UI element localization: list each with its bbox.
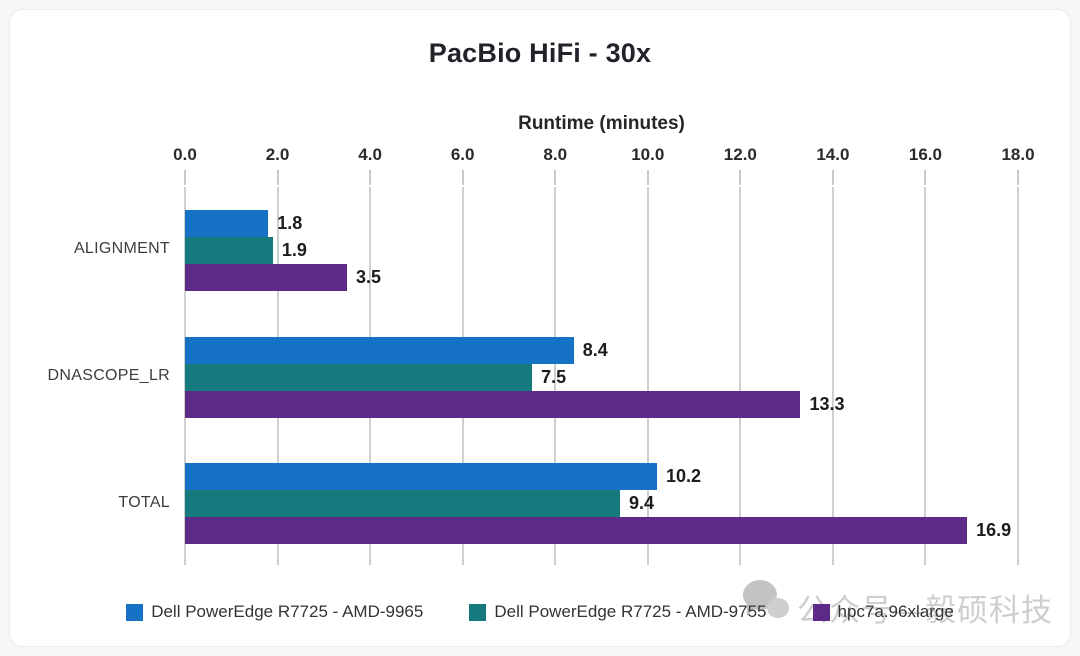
legend-item-2: Dell PowerEdge R7725 - AMD-9755: [469, 602, 767, 622]
bar-value-label: 1.8: [277, 212, 303, 233]
gridline: [831, 187, 834, 565]
x-tick-label: 2.0: [265, 145, 290, 164]
x-tick-mark: [1017, 170, 1019, 185]
chart-card: PacBio HiFi - 30x Runtime (minutes) 0.0 2…: [9, 9, 1071, 647]
x-tick-mark: [831, 170, 834, 185]
x-tick-mark: [554, 170, 557, 185]
x-tick-mark: [739, 170, 742, 185]
category-label: DNASCOPE_LR: [47, 367, 170, 384]
category-label: TOTAL: [118, 493, 170, 511]
bar-value-label: 16.9: [976, 520, 1012, 541]
x-tick-label: 12.0: [723, 145, 757, 164]
legend-label: Dell PowerEdge R7725 - AMD-9965: [151, 602, 424, 621]
bar-alignment-series2: [185, 236, 273, 264]
watermark-text: 公众号—毅硕科技: [797, 593, 1053, 628]
x-tick-mark: [924, 170, 927, 185]
bar-dnascope_lr-series1: [185, 336, 574, 364]
x-tick-mark: [461, 170, 464, 185]
x-tick-mark: [646, 170, 649, 185]
gridline: [646, 187, 649, 565]
x-axis: 0.0 2.0 4.0 6.0 8.0 10.0 12.0 14.0 16.0 18.0: [10, 10, 1070, 646]
x-tick-label: 14.0: [816, 145, 850, 164]
chat-bubble-small: [767, 598, 789, 618]
bar-value-label: 1.9: [281, 239, 307, 260]
bar-dnascope_lr-series3: [185, 390, 801, 418]
x-tick-mark: [369, 170, 372, 185]
bar-alignment-series1: [185, 209, 269, 237]
legend-label: Dell PowerEdge R7725 - AMD-9755: [494, 602, 767, 621]
x-tick-label: 16.0: [908, 145, 942, 164]
watermark: 公众号—毅硕科技: [741, 576, 1053, 630]
bar-value-label: 7.5: [541, 366, 567, 387]
legend-item-1: Dell PowerEdge R7725 - AMD-9965: [126, 602, 423, 622]
bar-total-series3: [185, 517, 968, 545]
x-tick-label: 4.0: [358, 145, 382, 164]
chat-bubbles-icon: [741, 576, 793, 628]
x-tick-label: 10.0: [631, 145, 665, 164]
legend: Dell PowerEdge R7725 - AMD-9965 Dell Powe…: [10, 602, 1070, 622]
gridline: [554, 187, 557, 565]
legend-label: hpc7a.96xlarge: [837, 602, 954, 621]
gridline: [1017, 187, 1019, 565]
plot-area: 1.8 1.9 3.5 8.4 7.5 13.3 10.2 9.4 16.9: [184, 187, 1019, 567]
bar-total-series1: [185, 463, 658, 491]
bar-total-series2: [185, 490, 620, 518]
gridline: [924, 187, 927, 565]
x-tick-label: 6.0: [450, 145, 475, 164]
chart-title: PacBio HiFi - 30x: [428, 38, 652, 68]
x-tick-label: 0.0: [173, 145, 197, 164]
gridline: [739, 187, 742, 565]
bar-value-label: 10.2: [666, 466, 702, 487]
legend-swatch: [812, 603, 830, 621]
x-tick-mark: [184, 170, 186, 185]
x-tick-label: 18.0: [1001, 145, 1035, 164]
x-axis-title: Runtime (minutes): [518, 113, 685, 134]
bar-alignment-series3: [185, 263, 347, 291]
legend-swatch: [469, 603, 487, 621]
category-label: ALIGNMENT: [73, 240, 170, 258]
bar-dnascope_lr-series2: [185, 363, 533, 391]
bar-value-label: 8.4: [582, 339, 608, 360]
legend-item-3: hpc7a.96xlarge: [812, 602, 954, 622]
legend-swatch: [126, 603, 144, 621]
x-tick-mark: [276, 170, 279, 185]
bar-value-label: 3.5: [355, 266, 381, 287]
bar-value-label: 9.4: [629, 493, 655, 514]
category-axis: ALIGNMENT DNASCOPE_LR TOTAL: [20, 187, 170, 567]
bar-value-label: 13.3: [809, 393, 845, 414]
x-tick-label: 8.0: [543, 145, 568, 164]
